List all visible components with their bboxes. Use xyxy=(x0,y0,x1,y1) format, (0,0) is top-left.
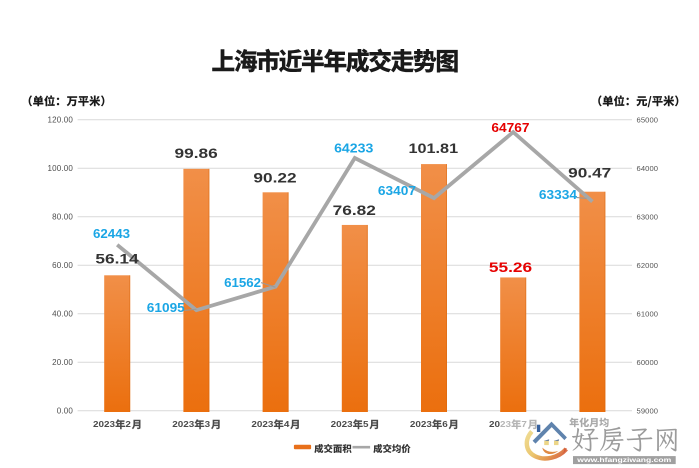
svg-text:2023: 2023 xyxy=(172,420,195,429)
svg-text:61562: 61562 xyxy=(224,276,261,290)
svg-text:20: 20 xyxy=(489,420,501,429)
svg-text:90.22: 90.22 xyxy=(253,171,296,187)
svg-text:62000: 62000 xyxy=(637,261,659,270)
svg-text:64000: 64000 xyxy=(637,164,659,173)
svg-text:76.82: 76.82 xyxy=(333,203,376,219)
svg-text:80.00: 80.00 xyxy=(52,213,73,222)
svg-text:20.00: 20.00 xyxy=(52,358,73,367)
svg-text:55.26: 55.26 xyxy=(489,260,532,276)
svg-text:3: 3 xyxy=(205,420,211,429)
svg-text:64233: 64233 xyxy=(334,142,373,156)
svg-text:40.00: 40.00 xyxy=(52,310,73,319)
svg-text:2023: 2023 xyxy=(331,420,354,429)
svg-text:6: 6 xyxy=(442,420,448,429)
svg-text:60000: 60000 xyxy=(637,358,659,367)
svg-text:65000: 65000 xyxy=(637,116,659,125)
svg-text:23: 23 xyxy=(500,420,512,429)
svg-text:63334: 63334 xyxy=(539,188,577,202)
svg-text:4: 4 xyxy=(284,420,290,429)
svg-text:2023: 2023 xyxy=(410,420,433,429)
svg-text:63000: 63000 xyxy=(637,213,659,222)
svg-text:61000: 61000 xyxy=(637,310,659,319)
svg-text:60.00: 60.00 xyxy=(52,261,73,270)
svg-text:56.14: 56.14 xyxy=(95,252,138,268)
svg-text:64767: 64767 xyxy=(491,121,529,135)
svg-text:2023: 2023 xyxy=(93,420,116,429)
svg-text:62443: 62443 xyxy=(93,227,130,241)
svg-text:2: 2 xyxy=(125,420,131,429)
svg-text:90.47: 90.47 xyxy=(568,165,611,181)
svg-text:63407: 63407 xyxy=(378,184,416,198)
svg-text:59000: 59000 xyxy=(637,407,659,416)
svg-text:99.86: 99.86 xyxy=(175,146,218,162)
svg-text:2023: 2023 xyxy=(251,420,274,429)
svg-text:5: 5 xyxy=(363,420,369,429)
svg-text:7: 7 xyxy=(521,420,527,429)
svg-text:100.00: 100.00 xyxy=(47,164,73,173)
svg-text:61095: 61095 xyxy=(147,301,185,315)
svg-text:101.81: 101.81 xyxy=(409,141,459,157)
svg-text:www.hfangziwang.com: www.hfangziwang.com xyxy=(576,457,672,464)
svg-text:0.00: 0.00 xyxy=(57,407,74,416)
svg-text:120.00: 120.00 xyxy=(47,116,73,125)
